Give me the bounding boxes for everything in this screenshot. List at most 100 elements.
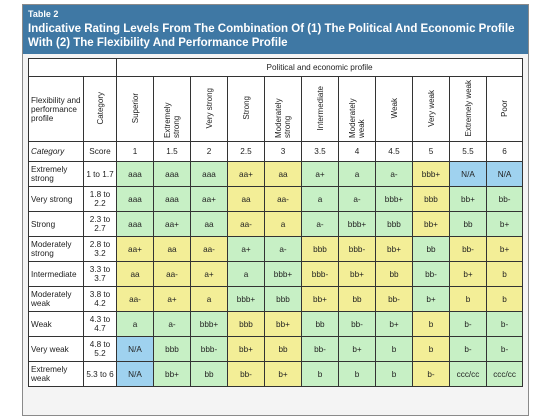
rating-cell: aaa — [116, 161, 154, 187]
column-header: Superior — [116, 76, 154, 142]
table-row: Weak 4.3 to 4.7 a a-bbb+ bbb bb+ bb bb-b+ b b-b- — [28, 311, 524, 337]
rating-cell: bbb — [412, 186, 450, 212]
rating-cell: aa+ — [190, 186, 228, 212]
table-row: Moderately strong 2.8 to 3.2 aa+ aa aa-a+ a-b… — [28, 236, 524, 262]
rating-cell: aa- — [227, 211, 265, 237]
row-label: Moderately strong — [28, 236, 84, 262]
rating-cell: bb- — [227, 361, 265, 387]
rating-cell: b — [375, 336, 413, 362]
rating-cell: bb — [301, 311, 339, 337]
score-cell: 3 — [264, 141, 302, 162]
table-header-band: Table 2 Indicative Rating Levels From Th… — [23, 5, 528, 54]
rating-cell: b — [338, 361, 376, 387]
row-score-range: 1 to 1.7 — [83, 161, 117, 187]
rating-cell: bb — [412, 236, 450, 262]
rating-cell: bb+ — [153, 361, 191, 387]
rating-cell: bbb- — [301, 261, 339, 287]
rating-cell: aaa — [190, 161, 228, 187]
rating-cell: b — [412, 311, 450, 337]
table-row: Intermediate 3.3 to 3.7 aa aa-a+ a bbb+ bbb-bb… — [28, 261, 524, 287]
rating-cell: ccc/cc — [485, 361, 524, 387]
rating-cell: N/A — [116, 336, 154, 362]
rating-cell: a- — [301, 211, 339, 237]
table-title: Indicative Rating Levels From The Combin… — [28, 23, 515, 49]
rating-cell: bbb- — [338, 236, 376, 262]
rating-cell: aa — [116, 261, 154, 287]
rating-cell: bb+ — [375, 236, 413, 262]
score-cell: 3.5 — [301, 141, 339, 162]
rating-cell: b- — [485, 311, 524, 337]
rating-cell: aaa — [116, 186, 154, 212]
table-row: Extremely strong 1 to 1.7 aaa aaa aaa aa+ aa a+… — [28, 161, 524, 187]
rating-cell: bbb+ — [190, 311, 228, 337]
group-header: Political and economic profile — [115, 58, 524, 77]
rating-cell: b — [485, 261, 524, 287]
rating-cell: a — [264, 211, 302, 237]
row-score-range: 3.3 to 3.7 — [83, 261, 117, 287]
row-label: Intermediate — [28, 261, 84, 287]
rating-cell: bb- — [412, 261, 450, 287]
column-header: Weak — [375, 76, 413, 142]
rating-cell: a — [227, 261, 265, 287]
rating-cell: bb- — [485, 186, 524, 212]
score-row-label: Category — [28, 141, 84, 162]
column-header: Poor — [485, 76, 524, 142]
rating-cell: b+ — [449, 261, 487, 287]
rating-cell: bb- — [449, 236, 487, 262]
table-row: Very strong 1.8 to 2.2 aaa aaa aa+ aa aa-a a-bb… — [28, 186, 524, 212]
rating-cell: a- — [264, 236, 302, 262]
row-label: Extremely weak — [28, 361, 84, 387]
rating-cell: aa — [153, 236, 191, 262]
score-row: Category Score 1 1.5 2 2.5 3 3.5 4 4.5 5 5.5 6 — [28, 141, 524, 162]
rating-cell: ccc/cc — [449, 361, 487, 387]
rating-cell: bbb — [153, 336, 191, 362]
row-score-range: 1.8 to 2.2 — [83, 186, 117, 212]
rating-cell: bb- — [301, 336, 339, 362]
row-label: Extremely strong — [28, 161, 84, 187]
column-header-row: Flexibility and performance profile Cate… — [28, 76, 524, 142]
rating-cell: aa- — [153, 261, 191, 287]
rating-cell: bb+ — [449, 186, 487, 212]
row-score-range: 2.8 to 3.2 — [83, 236, 117, 262]
row-label: Moderately weak — [28, 286, 84, 312]
rating-cell: bbb — [227, 311, 265, 337]
row-label: Very weak — [28, 336, 84, 362]
score-cell: 5 — [412, 141, 450, 162]
rating-matrix-table: Political and economic profile Flexibili… — [28, 58, 524, 387]
rating-cell: aa — [264, 161, 302, 187]
rating-cell: a — [116, 311, 154, 337]
row-score-range: 4.8 to 5.2 — [83, 336, 117, 362]
rating-cell: aa+ — [227, 161, 265, 187]
row-score-range: 5.3 to 6 — [83, 361, 117, 387]
rating-cell: N/A — [485, 161, 524, 187]
rating-cell: bb — [190, 361, 228, 387]
rating-cell: bb- — [375, 286, 413, 312]
rating-cell: bb+ — [227, 336, 265, 362]
rating-cell: b — [375, 361, 413, 387]
table-frame: Table 2 Indicative Rating Levels From Th… — [22, 4, 529, 416]
rating-cell: b- — [412, 361, 450, 387]
row-score-range: 2.3 to 2.7 — [83, 211, 117, 237]
rating-cell: bb+ — [338, 261, 376, 287]
table-row: Moderately weak 3.8 to 4.2 aa-a+ a bbb+ bbb bb… — [28, 286, 524, 312]
rating-cell: b+ — [485, 236, 524, 262]
rating-cell: bbb — [264, 286, 302, 312]
rating-cell: a+ — [153, 286, 191, 312]
rating-cell: bbb+ — [264, 261, 302, 287]
rating-cell: b+ — [412, 286, 450, 312]
column-header: Intermediate — [301, 76, 339, 142]
group-header-row: Political and economic profile — [28, 58, 524, 77]
row-score-range: 4.3 to 4.7 — [83, 311, 117, 337]
score-row-score-label: Score — [83, 141, 117, 162]
score-cell: 6 — [485, 141, 524, 162]
row-label: Strong — [28, 211, 84, 237]
rating-cell: a- — [338, 186, 376, 212]
rating-cell: aa — [190, 211, 228, 237]
score-cell: 2.5 — [227, 141, 265, 162]
rating-cell: bbb+ — [338, 211, 376, 237]
rating-cell: a — [190, 286, 228, 312]
rating-cell: aaa — [153, 161, 191, 187]
rating-cell: a — [338, 161, 376, 187]
rating-cell: bbb — [375, 211, 413, 237]
score-cell: 5.5 — [449, 141, 487, 162]
